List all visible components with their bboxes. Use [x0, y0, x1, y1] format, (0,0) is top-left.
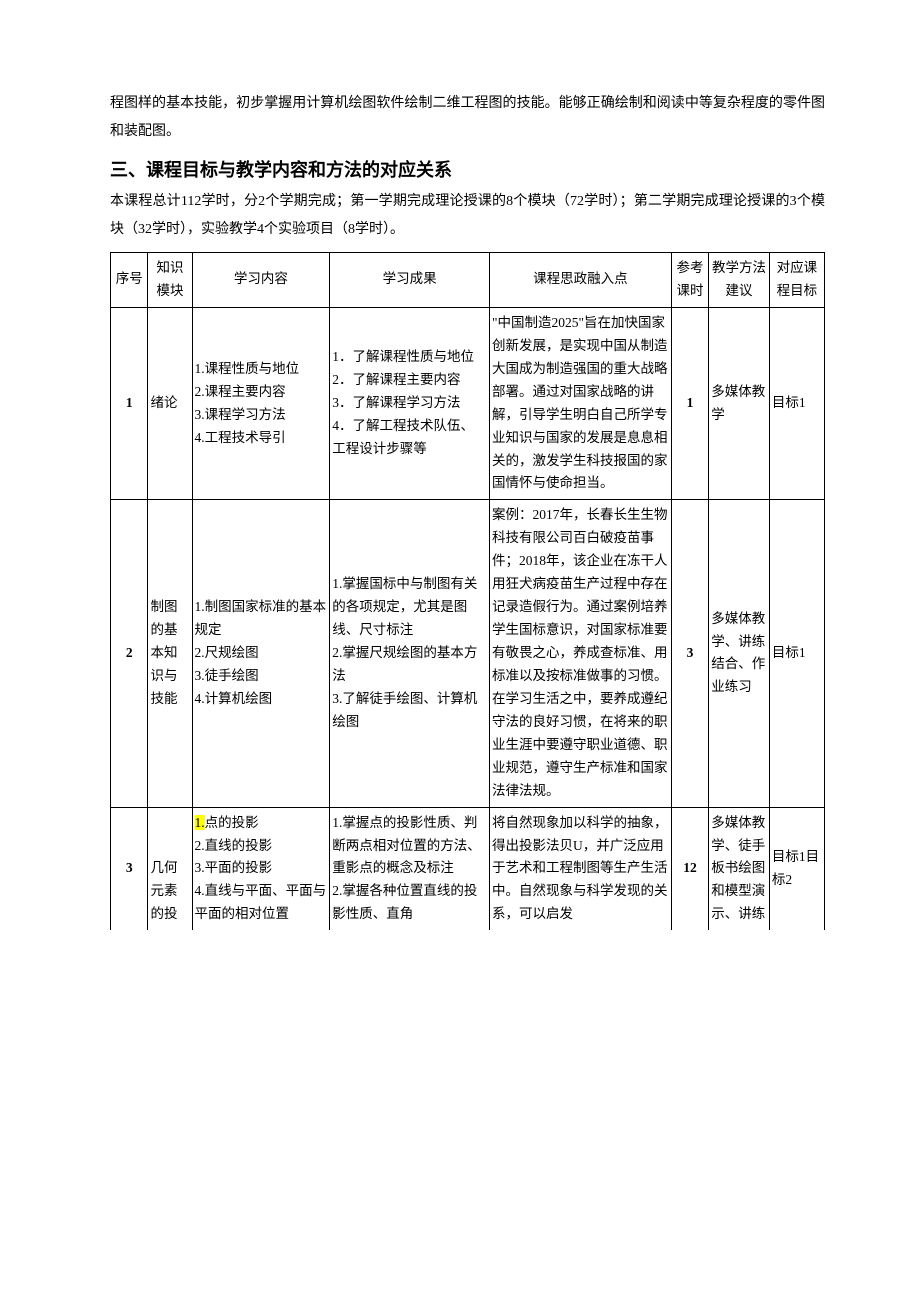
table-row: 2 制图的基本知识与技能 1.制图国家标准的基本规定2.尺规绘图3.徒手绘图4.…	[111, 500, 825, 807]
document-page: 程图样的基本技能，初步掌握用计算机绘图软件绘制二维工程图的技能。能够正确绘制和阅…	[0, 0, 920, 970]
cell-outcome: 1.掌握国标中与制图有关的各项规定，尤其是图线、尺寸标注2.掌握尺规绘图的基本方…	[330, 500, 490, 807]
cell-goal: 目标1	[769, 500, 824, 807]
cell-module: 几何元素的投	[148, 807, 192, 930]
cell-content: 1.课程性质与地位2.课程主要内容3.课程学习方法4.工程技术导引	[192, 307, 330, 500]
cell-civic: "中国制造2025"旨在加快国家创新发展，是实现中国从制造大国成为制造强国的重大…	[490, 307, 672, 500]
cell-method: 多媒体教学、讲练结合、作业练习	[709, 500, 770, 807]
table-row: 1 绪论 1.课程性质与地位2.课程主要内容3.课程学习方法4.工程技术导引 1…	[111, 307, 825, 500]
cell-goal: 目标1目标2	[769, 807, 824, 930]
cell-content-rest: 点的投影2.直线的投影3.平面的投影4.直线与平面、平面与平面的相对位置	[195, 815, 327, 922]
th-outcome: 学习成果	[330, 253, 490, 308]
cell-content: 1.点的投影2.直线的投影3.平面的投影4.直线与平面、平面与平面的相对位置	[192, 807, 330, 930]
cell-civic: 案例：2017年，长春长生生物科技有限公司百白破疫苗事件；2018年，该企业在冻…	[490, 500, 672, 807]
syllabus-table: 序号 知识模块 学习内容 学习成果 课程思政融入点 参考课时 教学方法建议 对应…	[110, 252, 825, 930]
cell-goal: 目标1	[769, 307, 824, 500]
cell-outcome: 1．了解课程性质与地位2．了解课程主要内容3．了解课程学习方法4．了解工程技术队…	[330, 307, 490, 500]
th-idx: 序号	[111, 253, 148, 308]
th-module: 知识模块	[148, 253, 192, 308]
cell-module: 制图的基本知识与技能	[148, 500, 192, 807]
cell-method: 多媒体教学、徒手板书绘图和模型演示、讲练	[709, 807, 770, 930]
cell-method: 多媒体教学	[709, 307, 770, 500]
cell-hours: 1	[671, 307, 708, 500]
cell-idx: 2	[111, 500, 148, 807]
cell-content: 1.制图国家标准的基本规定2.尺规绘图3.徒手绘图4.计算机绘图	[192, 500, 330, 807]
cell-module: 绪论	[148, 307, 192, 500]
th-goal: 对应课程目标	[769, 253, 824, 308]
cell-civic: 将自然现象加以科学的抽象，得出投影法贝U，并广泛应用于艺术和工程制图等生产生活中…	[490, 807, 672, 930]
table-row: 3 几何元素的投 1.点的投影2.直线的投影3.平面的投影4.直线与平面、平面与…	[111, 807, 825, 930]
cell-idx: 1	[111, 307, 148, 500]
cell-hours: 12	[671, 807, 708, 930]
cell-outcome: 1.掌握点的投影性质、判断两点相对位置的方法、重影点的概念及标注2.掌握各种位置…	[330, 807, 490, 930]
th-content: 学习内容	[192, 253, 330, 308]
section-3-title: 三、课程目标与教学内容和方法的对应关系	[110, 156, 825, 182]
table-header-row: 序号 知识模块 学习内容 学习成果 课程思政融入点 参考课时 教学方法建议 对应…	[111, 253, 825, 308]
cell-idx: 3	[111, 807, 148, 930]
section-3-paragraph: 本课程总计112学时，分2个学期完成；第一学期完成理论授课的8个模块（72学时）…	[110, 188, 825, 244]
cell-hours: 3	[671, 500, 708, 807]
th-method: 教学方法建议	[709, 253, 770, 308]
th-hours: 参考课时	[671, 253, 708, 308]
th-civic: 课程思政融入点	[490, 253, 672, 308]
intro-paragraph: 程图样的基本技能，初步掌握用计算机绘图软件绘制二维工程图的技能。能够正确绘制和阅…	[110, 90, 825, 146]
highlighted-text: 1.	[195, 815, 205, 830]
